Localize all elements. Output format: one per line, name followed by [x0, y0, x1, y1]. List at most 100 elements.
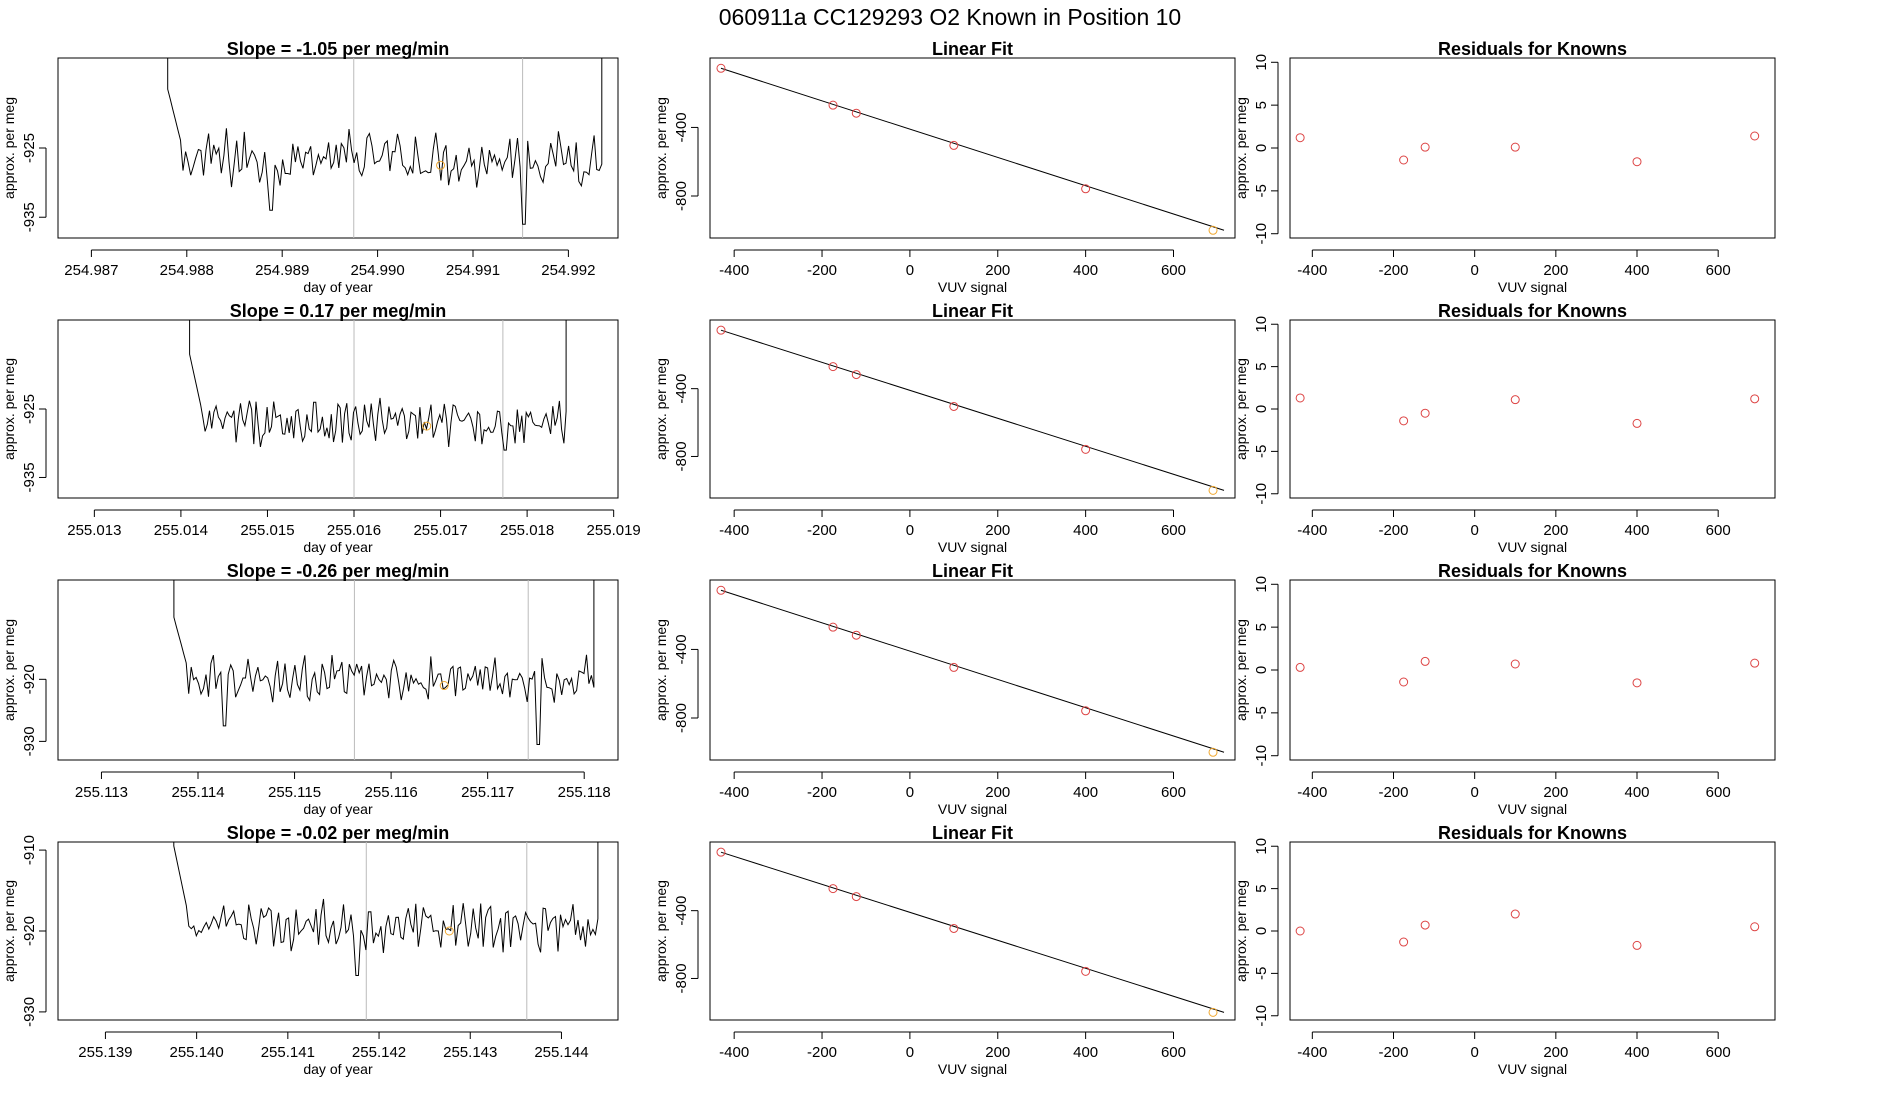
linear-fit-3-data-point: [949, 662, 959, 672]
residuals-3-data-point: [1632, 678, 1642, 688]
time-series-4-x-tick-label: 255.139: [78, 1044, 132, 1061]
residuals-3-x-tick-label: -400: [1297, 784, 1327, 801]
linear-fit-3-frame: [709, 579, 1236, 761]
time-series-1-highlight-point: [436, 160, 446, 170]
linear-fit-1-y-tick-label: -800: [673, 181, 690, 211]
residuals-3-data-point: [1420, 656, 1430, 666]
residuals-2-data-point: [1510, 395, 1520, 405]
residuals-1-x-tick-label: 600: [1706, 262, 1731, 279]
time-series-2-x-tick-label: 255.014: [154, 522, 208, 539]
linear-fit-1-ylabel: approx. per meg: [653, 97, 669, 199]
linear-fit-4-x-tick-label: 200: [985, 1044, 1010, 1061]
residuals-1-y-tick-label: -5: [1253, 184, 1270, 197]
linear-fit-3-xlabel: VUV signal: [938, 801, 1007, 817]
residuals-2-title: Residuals for Knowns: [1438, 301, 1627, 321]
residuals-3-data-point: [1295, 662, 1305, 672]
linear-fit-1-title: Linear Fit: [932, 39, 1013, 59]
residuals-2-data-point: [1295, 393, 1305, 403]
residuals-4-xlabel: VUV signal: [1498, 1061, 1567, 1077]
time-series-4-trace: [173, 842, 599, 976]
time-series-4-frame: [57, 841, 619, 1021]
time-series-4-highlight-point: [444, 926, 454, 936]
time-series-4-y-tick-label: -910: [21, 835, 38, 865]
residuals-4-frame: [1289, 841, 1776, 1021]
residuals-1-data-point: [1510, 142, 1520, 152]
linear-fit-2-ylabel: approx. per meg: [653, 358, 669, 460]
time-series-4-xlabel: day of year: [303, 1061, 373, 1077]
linear-fit-2-x-tick-label: 0: [906, 522, 914, 539]
time-series-4-y-tick-label: -920: [21, 916, 38, 946]
time-series-4-x-tick-label: 255.144: [534, 1044, 588, 1061]
residuals-2-y-tick-label: -5: [1253, 445, 1270, 458]
linear-fit-3-x-tick-label: 400: [1073, 784, 1098, 801]
time-series-2-x-tick-label: 255.018: [500, 522, 554, 539]
linear-fit-1-x-tick-label: 200: [985, 262, 1010, 279]
time-series-3-x-tick-label: 255.116: [365, 784, 418, 801]
residuals-2-xlabel: VUV signal: [1498, 539, 1567, 555]
residuals-2-ylabel: approx. per meg: [1233, 358, 1249, 460]
linear-fit-2-x-tick-label: -400: [719, 522, 749, 539]
time-series-3-x-tick-label: 255.117: [461, 784, 514, 801]
residuals-3-data-point: [1750, 658, 1760, 668]
linear-fit-2-data-point: [851, 370, 861, 380]
time-series-1-ylabel: approx. per meg: [1, 97, 17, 199]
time-series-2-ylabel: approx. per meg: [1, 358, 17, 460]
time-series-1-title: Slope = -1.05 per meg/min: [227, 39, 450, 59]
time-series-1-x-tick-label: 254.987: [64, 262, 118, 279]
residuals-4-x-tick-label: 0: [1470, 1044, 1478, 1061]
time-series-2-title: Slope = 0.17 per meg/min: [230, 301, 447, 321]
residuals-4-y-tick-label: -5: [1253, 967, 1270, 980]
residuals-2-data-point: [1750, 394, 1760, 404]
time-series-3-y-tick-label: -930: [21, 726, 38, 756]
residuals-4-data-point: [1632, 940, 1642, 950]
residuals-1-data-point: [1420, 142, 1430, 152]
residuals-3-data-point: [1510, 659, 1520, 669]
linear-fit-1-x-tick-label: 400: [1073, 262, 1098, 279]
residuals-4-y-tick-label: 5: [1253, 884, 1270, 892]
residuals-4-data-point: [1399, 937, 1409, 947]
linear-fit-4-x-tick-label: 600: [1161, 1044, 1186, 1061]
linear-fit-3-ylabel: approx. per meg: [653, 619, 669, 721]
residuals-2-x-tick-label: -400: [1297, 522, 1327, 539]
residuals-1-ylabel: approx. per meg: [1233, 97, 1249, 199]
time-series-2-xlabel: day of year: [303, 539, 373, 555]
residuals-1-frame: [1289, 57, 1776, 239]
residuals-1-x-tick-label: 200: [1543, 262, 1568, 279]
residuals-1-data-point: [1750, 131, 1760, 141]
linear-fit-2-data-point: [949, 401, 959, 411]
time-series-3-xlabel: day of year: [303, 801, 373, 817]
time-series-2-x-tick-label: 255.019: [587, 522, 641, 539]
figure-title: 060911a CC129293 O2 Known in Position 10: [718, 4, 1182, 30]
residuals-1-y-tick-label: 0: [1253, 144, 1270, 152]
time-series-3-x-tick-label: 255.115: [268, 784, 321, 801]
residuals-3-y-tick-label: 5: [1253, 623, 1270, 631]
linear-fit-2-fit-line: [720, 329, 1225, 491]
linear-fit-4-data-point: [851, 892, 861, 902]
residuals-4-x-tick-label: 400: [1624, 1044, 1649, 1061]
residuals-3-x-tick-label: 0: [1470, 784, 1478, 801]
linear-fit-3-data-point: [1208, 747, 1218, 757]
linear-fit-4-data-point: [828, 884, 838, 894]
linear-fit-2-data-point: [1208, 485, 1218, 495]
linear-fit-1-y-tick-label: -400: [673, 112, 690, 142]
residuals-3-data-point: [1399, 677, 1409, 687]
time-series-3-highlight-point: [439, 681, 449, 691]
time-series-2-x-tick-label: 255.016: [327, 522, 381, 539]
linear-fit-3-data-point: [851, 630, 861, 640]
time-series-2-y-tick-label: -935: [21, 462, 38, 492]
residuals-3-x-tick-label: 400: [1624, 784, 1649, 801]
time-series-2-trace: [189, 320, 567, 451]
linear-fit-4-x-tick-label: 400: [1073, 1044, 1098, 1061]
linear-fit-1-xlabel: VUV signal: [938, 279, 1007, 295]
linear-fit-3-x-tick-label: 200: [985, 784, 1010, 801]
residuals-3-frame: [1289, 579, 1776, 761]
time-series-1-y-tick-label: -935: [21, 202, 38, 232]
residuals-4-x-tick-label: -200: [1378, 1044, 1408, 1061]
time-series-1-x-tick-label: 254.989: [255, 262, 309, 279]
residuals-1-data-point: [1399, 155, 1409, 165]
time-series-3-x-tick-label: 255.113: [75, 784, 128, 801]
linear-fit-1-x-tick-label: -400: [719, 262, 749, 279]
residuals-1-x-tick-label: 400: [1624, 262, 1649, 279]
linear-fit-3-data-point: [1081, 706, 1091, 716]
linear-fit-2-title: Linear Fit: [932, 301, 1013, 321]
